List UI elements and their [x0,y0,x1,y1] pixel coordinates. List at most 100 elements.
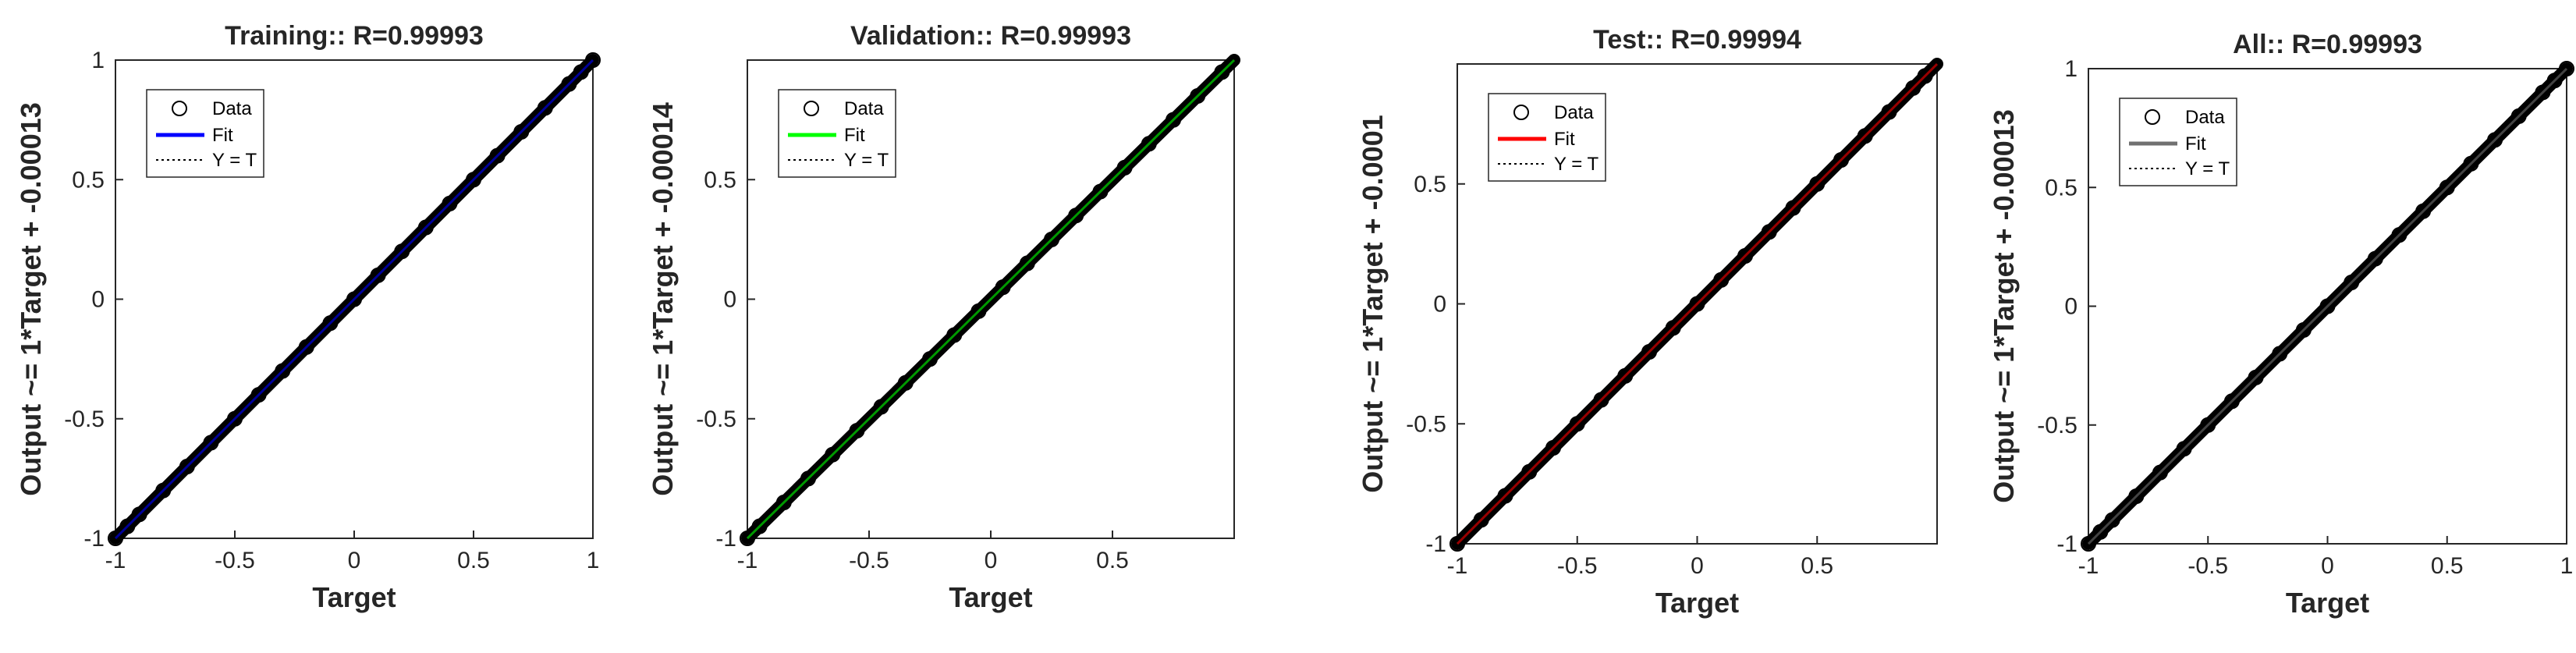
y-tick-label: -0.5 [1406,411,1446,437]
y-tick-label: 0 [2064,294,2077,320]
legend-data-marker [172,101,187,116]
legend-label-fit: Fit [212,125,233,146]
fit-line [1456,62,1939,545]
legend: Data Fit Y = T [146,89,264,178]
x-tick-label: 0 [2321,553,2334,579]
data-point [1214,64,1230,80]
data-point [2152,464,2168,481]
x-tick-label: -0.5 [849,548,889,573]
data-point [417,219,434,236]
x-axis-label: Target [949,581,1032,613]
data-point [346,291,362,307]
legend-label-yt: Y = T [844,150,889,171]
data-point [1190,87,1206,104]
y-tick-label: -1 [1425,531,1446,557]
data-point [573,64,589,80]
x-axis-label: Target [2286,587,2369,619]
data-point [227,410,243,427]
data-point [2535,84,2551,101]
data-point [298,339,314,355]
fit-line [114,59,594,540]
y-axis-label: Output ~= 1*Target + -0.0001 [1357,115,1389,493]
data-point [561,76,577,92]
fit-line [746,59,1236,540]
x-tick-label: 0.5 [1801,553,1833,579]
data-point [2223,393,2240,410]
legend-label-data: Data [844,98,884,119]
data-point [179,459,195,475]
legend-label-yt: Y = T [2185,158,2230,179]
y-tick-label: -1 [2056,531,2077,557]
y-tick-label: 0.5 [1414,172,1446,197]
y-tick-label: 0.5 [72,167,105,193]
x-tick-label: 1 [587,548,600,573]
x-tick-label: 0.5 [2431,553,2464,579]
legend-label-data: Data [212,98,252,119]
data-point [1641,344,1657,360]
data-point [275,363,291,379]
x-tick-label: 0 [348,548,361,573]
y-tick-label: -0.5 [64,406,105,432]
data-point [203,435,219,451]
y-tick-label: 1 [2064,56,2077,82]
x-tick-label: 1 [2560,553,2574,579]
y-tick-label: -1 [83,526,105,552]
y-tick-label: 0.5 [2045,175,2077,201]
data-point [537,100,553,116]
data-point [873,399,889,415]
data-point [119,518,136,534]
data-point [751,518,768,534]
data-point [1713,271,1730,288]
y-tick-label: -1 [715,526,736,552]
data-point [740,531,755,546]
data-point [825,446,841,463]
legend-label-fit: Fit [1554,129,1575,150]
y-tick-label: -0.5 [696,406,736,432]
data-point [2415,203,2432,219]
legend-data-marker [804,101,819,116]
data-point [2510,108,2527,124]
data-point [1044,231,1059,247]
legend-data-marker [1513,105,1529,120]
data-point [2272,346,2288,362]
data-point [1665,320,1681,336]
legend: Data Fit Y = T [2119,98,2237,186]
data-point [2367,250,2383,267]
x-tick-label: 0.5 [457,548,490,573]
data-point [2439,179,2455,196]
x-tick-label: -1 [2078,553,2099,579]
data-point [322,315,339,332]
y-tick-label: 1 [91,48,105,73]
data-point [1141,136,1157,152]
x-tick-label: 0.5 [1096,548,1129,573]
data-point [2176,441,2192,457]
data-point [2463,155,2479,172]
data-point [2104,512,2120,528]
data-point [970,303,987,319]
legend-label-fit: Fit [2185,133,2206,154]
data-point [1689,296,1705,312]
y-tick-label: 0 [91,287,105,313]
data-point [2546,73,2563,89]
data-point [775,495,792,511]
data-point [2319,298,2336,314]
chart-title: Test:: R=0.99994 [1593,25,1801,55]
x-tick-label: -1 [105,548,126,573]
data-point [585,52,601,68]
legend: Data Fit Y = T [778,89,896,178]
data-point [1569,416,1585,432]
data-point [922,351,938,367]
data-point [2200,417,2216,433]
data-point [1473,512,1489,528]
data-point [897,374,914,391]
data-point [2248,369,2264,385]
y-axis-label: Output ~= 1*Target + -0.00013 [1988,109,2020,503]
data-point [1497,488,1513,504]
data-point [1737,248,1753,264]
legend-label-fit: Fit [844,125,865,146]
data-point [1833,152,1849,168]
